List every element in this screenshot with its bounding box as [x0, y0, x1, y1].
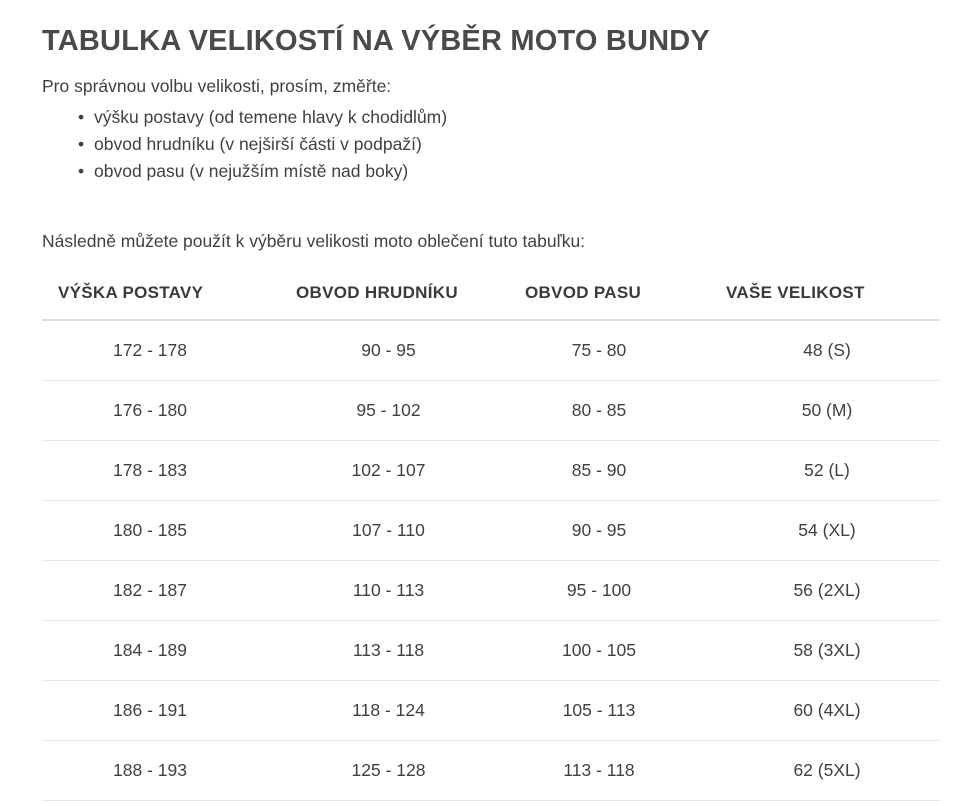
table-row: 182 - 187 110 - 113 95 - 100 56 (2XL): [42, 560, 940, 621]
column-header-your-size: VAŠE VELIKOST: [697, 266, 940, 321]
table-row: 178 - 183 102 - 107 85 - 90 52 (L): [42, 440, 940, 501]
cell-chest: 90 - 95: [287, 320, 507, 381]
cell-waist: 75 - 80: [507, 320, 697, 381]
cell-waist: 105 - 113: [507, 680, 697, 741]
cell-body-height: 184 - 189: [42, 620, 287, 681]
table-body: 172 - 178 90 - 95 75 - 80 48 (S) 176 - 1…: [42, 320, 940, 801]
cell-body-height: 188 - 193: [42, 740, 287, 801]
table-head: VÝŠKA POSTAVY OBVOD HRUDNÍKU OBVOD PASU …: [42, 266, 940, 321]
table-header-row: VÝŠKA POSTAVY OBVOD HRUDNÍKU OBVOD PASU …: [42, 266, 940, 321]
cell-your-size: 50 (M): [697, 380, 940, 441]
cell-waist: 95 - 100: [507, 560, 697, 621]
column-header-waist: OBVOD PASU: [507, 266, 697, 321]
table-row: 184 - 189 113 - 118 100 - 105 58 (3XL): [42, 620, 940, 681]
cell-chest: 110 - 113: [287, 560, 507, 621]
column-header-body-height: VÝŠKA POSTAVY: [42, 266, 287, 321]
cell-your-size: 62 (5XL): [697, 740, 940, 801]
cell-body-height: 182 - 187: [42, 560, 287, 621]
cell-body-height: 178 - 183: [42, 440, 287, 501]
bullet-icon: •: [78, 161, 85, 181]
bullet-icon: •: [78, 134, 85, 154]
cell-chest: 107 - 110: [287, 500, 507, 561]
cell-body-height: 180 - 185: [42, 500, 287, 561]
cell-chest: 102 - 107: [287, 440, 507, 501]
cell-body-height: 176 - 180: [42, 380, 287, 441]
table-row: 176 - 180 95 - 102 80 - 85 50 (M): [42, 380, 940, 441]
list-item-label: obvod pasu (v nejužším místě nad boky): [94, 161, 409, 181]
cell-chest: 118 - 124: [287, 680, 507, 741]
list-item-label: obvod hrudníku (v nejširší části v podpa…: [94, 134, 422, 154]
cell-body-height: 186 - 191: [42, 680, 287, 741]
intro-paragraph-1: Pro správnou volbu velikosti, prosím, zm…: [42, 75, 392, 96]
cell-chest: 113 - 118: [287, 620, 507, 681]
measurement-instructions-list: • výšku postavy (od temene hlavy k chodi…: [78, 104, 447, 185]
cell-your-size: 52 (L): [697, 440, 940, 501]
cell-your-size: 48 (S): [697, 320, 940, 381]
list-item: • obvod hrudníku (v nejširší části v pod…: [78, 131, 447, 158]
table-row: 186 - 191 118 - 124 105 - 113 60 (4XL): [42, 680, 940, 741]
cell-waist: 113 - 118: [507, 740, 697, 801]
cell-chest: 95 - 102: [287, 380, 507, 441]
list-item-label: výšku postavy (od temene hlavy k chodidl…: [94, 107, 448, 127]
cell-waist: 100 - 105: [507, 620, 697, 681]
intro-paragraph-2: Následně můžete použít k výběru velikost…: [42, 230, 586, 251]
cell-your-size: 60 (4XL): [697, 680, 940, 741]
bullet-icon: •: [78, 107, 85, 127]
table-row: 188 - 193 125 - 128 113 - 118 62 (5XL): [42, 740, 940, 801]
cell-your-size: 56 (2XL): [697, 560, 940, 621]
cell-waist: 80 - 85: [507, 380, 697, 441]
cell-your-size: 54 (XL): [697, 500, 940, 561]
list-item: • výšku postavy (od temene hlavy k chodi…: [78, 104, 447, 131]
table-row: 172 - 178 90 - 95 75 - 80 48 (S): [42, 320, 940, 381]
size-chart-table: VÝŠKA POSTAVY OBVOD HRUDNÍKU OBVOD PASU …: [42, 266, 940, 801]
table-row: 180 - 185 107 - 110 90 - 95 54 (XL): [42, 500, 940, 561]
page-title: TABULKA VELIKOSTÍ NA VÝBĚR MOTO BUNDY: [42, 25, 710, 58]
cell-waist: 85 - 90: [507, 440, 697, 501]
list-item: • obvod pasu (v nejužším místě nad boky): [78, 158, 447, 185]
cell-chest: 125 - 128: [287, 740, 507, 801]
cell-waist: 90 - 95: [507, 500, 697, 561]
cell-your-size: 58 (3XL): [697, 620, 940, 681]
column-header-chest: OBVOD HRUDNÍKU: [287, 266, 507, 321]
cell-body-height: 172 - 178: [42, 320, 287, 381]
